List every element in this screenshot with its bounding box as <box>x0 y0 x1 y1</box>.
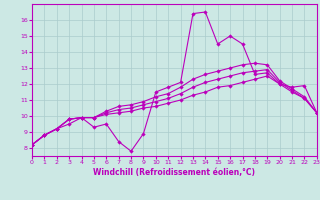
X-axis label: Windchill (Refroidissement éolien,°C): Windchill (Refroidissement éolien,°C) <box>93 168 255 177</box>
